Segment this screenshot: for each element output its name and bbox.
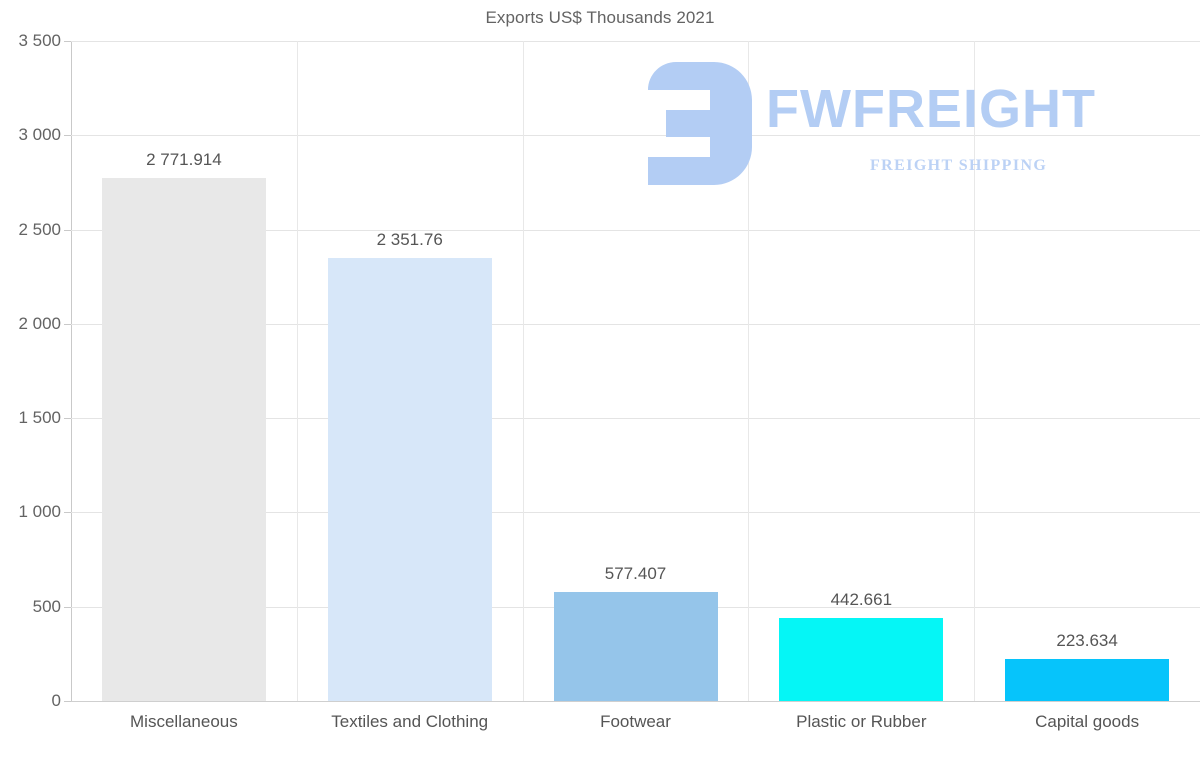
bar-footwear[interactable] [553, 592, 718, 701]
y-tick-mark [64, 41, 71, 42]
y-tick-mark [64, 606, 71, 608]
x-axis-label-textiles-and-clothing: Textiles and Clothing [331, 712, 489, 731]
x-axis-label-capital-goods: Capital goods [1035, 712, 1140, 731]
bars-layer [71, 41, 1200, 701]
category-separator [748, 41, 749, 701]
x-axis-label-miscellaneous: Miscellaneous [130, 712, 238, 731]
category-separator [974, 41, 975, 701]
y-tick-label: 1 500 [18, 408, 61, 428]
bar-capital-goods[interactable] [1005, 658, 1170, 701]
y-tick-mark [64, 135, 71, 137]
plot-area [71, 41, 1200, 702]
y-tick-label: 500 [32, 596, 61, 616]
gridline [71, 41, 1200, 42]
gridline [71, 229, 1200, 231]
category-separator [297, 41, 298, 701]
y-tick-label: 2 500 [18, 219, 61, 239]
x-axis-label-plastic-or-rubber: Plastic or Rubber [796, 712, 927, 731]
bar-value-label: 577.407 [604, 564, 667, 584]
gridline [71, 512, 1200, 514]
y-tick-mark [64, 229, 71, 231]
chart-title: Exports US$ Thousands 2021 [485, 8, 715, 27]
y-tick-label: 3 000 [18, 125, 61, 145]
x-axis-label-footwear: Footwear [600, 712, 671, 731]
gridline [71, 701, 1200, 702]
bar-value-label: 223.634 [1056, 630, 1118, 650]
y-tick-label: 1 000 [18, 502, 61, 522]
y-tick-label: 3 500 [18, 31, 61, 50]
bar-value-label: 2 351.76 [376, 229, 443, 249]
gridline [71, 323, 1200, 325]
y-tick-mark [64, 418, 71, 420]
bar-textiles-and-clothing[interactable] [327, 257, 492, 701]
category-separator [523, 41, 524, 701]
bar-value-label: 442.661 [830, 589, 893, 609]
vertical-gridlines [71, 41, 1200, 701]
bar-value-label: 2 771.914 [146, 150, 222, 170]
y-axis-spine [71, 41, 72, 702]
bar-miscellaneous[interactable] [101, 178, 266, 701]
y-tick-mark [64, 512, 71, 514]
gridline [71, 135, 1200, 137]
gridline [71, 418, 1200, 420]
y-tick-mark [64, 701, 71, 702]
y-tick-mark [64, 323, 71, 325]
y-tick-label: 0 [51, 691, 61, 710]
y-tick-label: 2 000 [18, 313, 61, 333]
bar-plastic-or-rubber[interactable] [779, 617, 944, 701]
